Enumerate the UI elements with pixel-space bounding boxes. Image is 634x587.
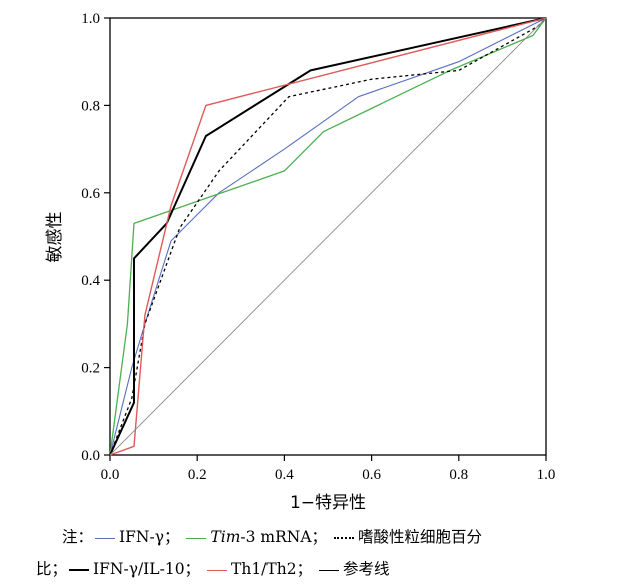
legend-note-line-1: 注： IFN-γ； Tim-3 mRNA； 嗜酸性粒细胞百分 [62, 526, 482, 548]
y-tick-label: 0.6 [81, 186, 100, 202]
series-lines [109, 17, 547, 456]
legend-note-line-2: 比； IFN-γ/IL-10； Th1/Th2； 参考线 [36, 558, 390, 580]
legend-label-ifn: IFN-γ； [119, 528, 180, 546]
legend-label-ref: 参考线 [343, 560, 390, 578]
y-tick-label: 0.4 [81, 273, 100, 289]
axes: 0.0 0.2 0.4 0.6 0.8 1.0 0.0 0.2 0.4 0.6 0.8 1.0 [81, 11, 555, 483]
legend-label-tim-italic: Tim [210, 528, 241, 546]
x-tick-label: 0.4 [275, 467, 294, 483]
series-line-tim3 [109, 17, 547, 456]
x-tick-label: 0.6 [362, 467, 381, 483]
y-axis-title: 敏感性 [45, 212, 65, 263]
x-tick-label: 0.0 [101, 467, 120, 483]
y-tick-label: 0.2 [81, 361, 100, 377]
y-tick-label: 0.8 [81, 98, 100, 114]
series-line-th [109, 17, 547, 456]
x-axis-title: 1−特异性 [290, 493, 366, 513]
roc-chart: 0.0 0.2 0.4 0.6 0.8 1.0 0.0 0.2 0.4 0.6 0.8 1.0 1−特… [45, 11, 555, 513]
legend-swatch-ratio [69, 569, 90, 571]
x-tick-label: 0.2 [188, 467, 207, 483]
series-line-ifn [109, 17, 547, 456]
legend-label-eos-part1: 嗜酸性粒细胞百分 [358, 528, 483, 546]
note-prefix: 注： [62, 528, 94, 546]
legend-swatch-ifn [95, 537, 116, 539]
y-tick-label: 0.0 [81, 448, 100, 464]
legend-label-ratio: IFN-γ/IL-10； [93, 560, 201, 578]
series-line-ref [109, 17, 547, 456]
y-tick-label: 1.0 [81, 11, 100, 27]
legend-swatch-eos [334, 537, 354, 539]
x-tick-label: 1.0 [537, 467, 556, 483]
legend-label-tim-rest: -3 mRNA； [240, 528, 328, 546]
x-tick-label: 0.8 [449, 467, 468, 483]
legend-label-eos-part2: 比； [36, 560, 68, 578]
legend-label-th: Th1/Th2； [231, 560, 313, 578]
legend-swatch-tim3 [186, 537, 207, 539]
legend-swatch-ref [319, 569, 340, 571]
series-line-eos [109, 17, 547, 456]
legend-swatch-th [207, 569, 227, 571]
plot-frame [109, 17, 547, 456]
